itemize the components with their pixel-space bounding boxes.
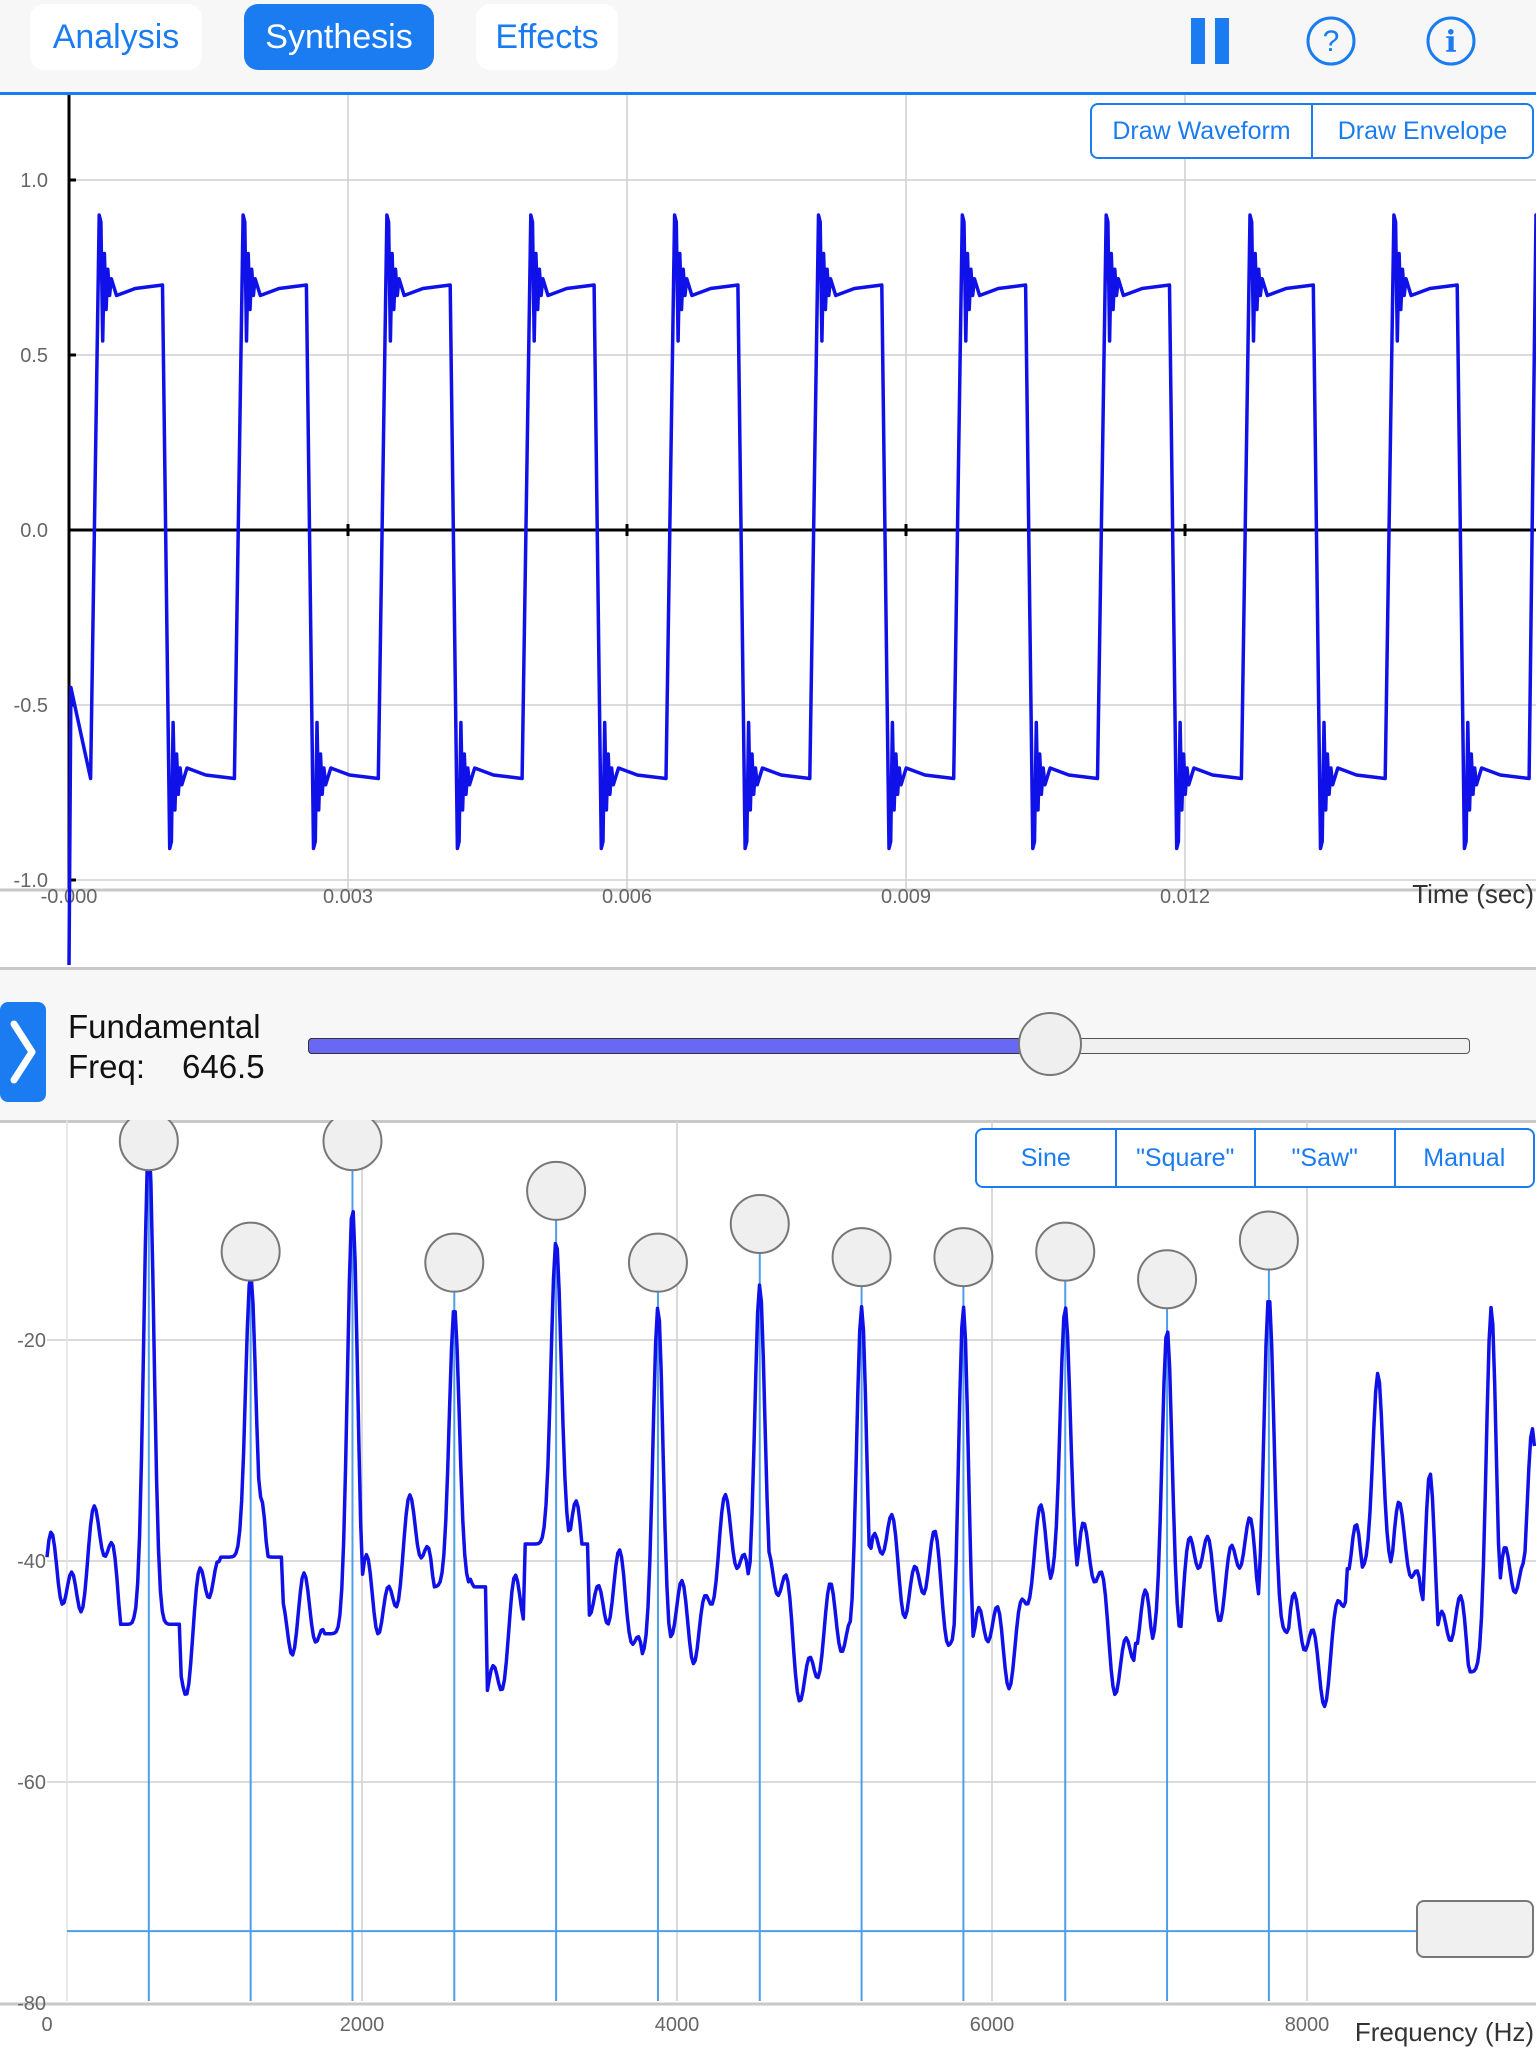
spectrum-chart[interactable]: -20 -40 -60 -80 0 2000 4000 6000 8000 Frequency … (0, 1120, 1536, 2048)
waveform-y-tick-label: -1.0 (14, 870, 48, 892)
tab-analysis[interactable]: Analysis (30, 4, 202, 70)
tab-synthesis[interactable]: Synthesis (244, 4, 434, 70)
svg-text:i: i (1445, 25, 1456, 60)
harmonic-handle[interactable] (627, 1232, 688, 1293)
waveform-x-tick-label: 0.006 (602, 886, 652, 908)
waveform-chart[interactable]: 1.0 0.5 0.0 -0.5 -1.0 -0.000 0.003 0.006 0.009 0.… (0, 95, 1536, 965)
waveform-x-tick-label: 0.003 (323, 886, 373, 908)
fundamental-frequency-panel: Fundamental Freq: 646.5 (0, 967, 1536, 1123)
freq-value: 646.5 (182, 1048, 265, 1085)
spectrum-y-tick-label: -20 (17, 1330, 46, 1352)
waveform-x-axis-label: Time (sec) (1412, 879, 1534, 909)
harmonic-handle[interactable] (1035, 1221, 1096, 1282)
spectrum-plot[interactable]: -20 -40 -60 -800 2000 4000 6000 8000 Frequency … (0, 1120, 1536, 2048)
harmonic-handle[interactable] (1137, 1249, 1198, 1310)
spectrum-x-tick-label: 0 (41, 2014, 52, 2036)
spectrum-y-tick-label: -60 (17, 1772, 46, 1794)
help-icon[interactable]: ? (1304, 14, 1358, 68)
waveform-y-tick-label: 0.5 (20, 345, 48, 367)
draw-waveform-button[interactable]: Draw Waveform (1112, 116, 1291, 145)
preset-manual-button[interactable]: Manual (1393, 1130, 1534, 1186)
preset-square-button[interactable]: "Square" (1114, 1130, 1255, 1186)
waveform-line (67, 213, 1536, 965)
waveform-x-tick-label: 0.012 (1160, 886, 1210, 908)
spectrum-y-tick-label: -80 (17, 1993, 46, 2015)
harmonic-handle[interactable] (220, 1221, 281, 1282)
freq-label: Freq: (68, 1048, 146, 1085)
waveform-plot[interactable]: 1.00.50.0-0.5-1.0-0.000 0.003 0.006 0.009 0.… (0, 95, 1536, 965)
spectrum-x-tick-label: 4000 (655, 2014, 700, 2036)
preset-saw-button[interactable]: "Saw" (1254, 1130, 1394, 1186)
svg-text:?: ? (1323, 25, 1340, 58)
fundamental-label: Fundamental (68, 1008, 261, 1045)
spectrum-x-tick-label: 6000 (970, 2014, 1015, 2036)
pause-icon[interactable] (1185, 14, 1239, 68)
harmonic-handle[interactable] (322, 1120, 383, 1172)
info-icon[interactable]: i (1424, 14, 1478, 68)
slider-thumb[interactable] (1018, 1012, 1083, 1076)
harmonic-handle[interactable] (1238, 1210, 1299, 1271)
top-toolbar: Analysis Synthesis Effects ? i (0, 0, 1536, 95)
waveform-y-tick-label: 1.0 (20, 170, 48, 192)
frequency-slider[interactable] (308, 1012, 1470, 1076)
waveform-x-tick-label: 0.009 (881, 886, 931, 908)
harmonic-handle[interactable] (526, 1160, 587, 1221)
draw-envelope-button[interactable]: Draw Envelope (1311, 105, 1532, 157)
expand-chevron-icon[interactable] (0, 1002, 46, 1102)
harmonic-handle[interactable] (933, 1227, 994, 1288)
waveform-draw-controls: Draw Waveform Draw Envelope (1090, 103, 1534, 159)
spectrum-x-tick-label: 2000 (340, 2014, 385, 2036)
spectrum-y-tick-label: -40 (17, 1551, 46, 1573)
harmonic-handle[interactable] (118, 1120, 179, 1172)
spectrum-x-tick-label: 8000 (1285, 2014, 1330, 2036)
harmonic-handle[interactable] (831, 1227, 892, 1288)
tab-effects[interactable]: Effects (476, 4, 618, 70)
waveform-y-tick-label: -0.5 (14, 695, 48, 717)
spectrum-preset-controls: Sine "Square" "Saw" Manual (975, 1128, 1535, 1188)
harmonic-handle[interactable] (729, 1193, 790, 1254)
harmonic-handle[interactable] (424, 1232, 485, 1293)
waveform-y-tick-label: 0.0 (20, 520, 48, 542)
spectrum-line (45, 1139, 1536, 1709)
slider-fill (308, 1038, 1053, 1054)
threshold-handle[interactable] (1416, 1900, 1534, 1958)
preset-sine-button[interactable]: Sine (1020, 1143, 1071, 1172)
spectrum-x-axis-label: Frequency (Hz) (1355, 2017, 1534, 2047)
